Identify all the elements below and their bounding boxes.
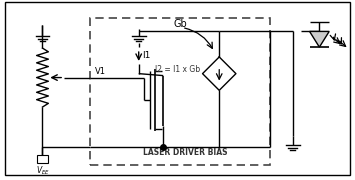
- Bar: [37, 155, 48, 163]
- Text: $V_{EE}$: $V_{EE}$: [36, 165, 49, 177]
- Text: I2 = I1 x Gb: I2 = I1 x Gb: [155, 65, 201, 74]
- FancyBboxPatch shape: [5, 2, 350, 175]
- Text: Gb: Gb: [173, 19, 187, 29]
- Text: I1: I1: [142, 51, 150, 60]
- Polygon shape: [310, 31, 329, 47]
- Text: LASER DRIVER BIAS: LASER DRIVER BIAS: [143, 148, 227, 157]
- Text: V1: V1: [94, 67, 105, 76]
